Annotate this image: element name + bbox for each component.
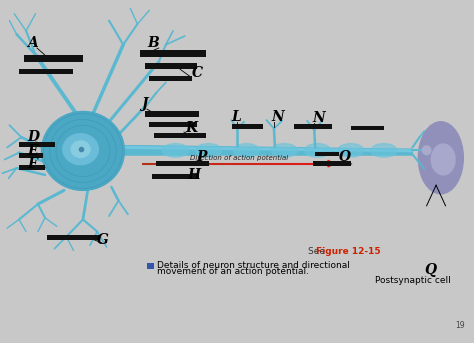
Ellipse shape [71, 141, 90, 157]
Bar [145, 111, 199, 117]
Polygon shape [102, 146, 412, 155]
Text: N: N [313, 111, 326, 125]
Text: P: P [196, 150, 207, 164]
Text: E: E [27, 144, 38, 158]
Bar [140, 50, 206, 57]
Text: Q: Q [424, 263, 437, 277]
Bar [156, 161, 209, 166]
Text: O: O [338, 150, 351, 164]
Bar [19, 165, 45, 170]
Text: G: G [97, 233, 109, 247]
Bar [232, 124, 263, 129]
Text: B: B [147, 36, 159, 50]
Bar [351, 126, 384, 130]
Ellipse shape [419, 122, 464, 194]
Ellipse shape [41, 111, 124, 190]
Ellipse shape [271, 143, 298, 157]
Bar [149, 76, 192, 81]
Text: Details of neuron structure and directional: Details of neuron structure and directio… [157, 261, 350, 270]
Text: 19: 19 [455, 321, 465, 330]
Text: movement of an action potential.: movement of an action potential. [157, 267, 310, 276]
Text: K: K [185, 121, 197, 135]
Text: C: C [192, 66, 203, 80]
Bar [19, 142, 55, 147]
Ellipse shape [422, 146, 431, 154]
Ellipse shape [431, 144, 455, 175]
Text: A: A [27, 36, 38, 50]
Text: J: J [141, 97, 148, 111]
Text: Postsynaptic cell: Postsynaptic cell [375, 276, 451, 285]
Polygon shape [114, 146, 412, 152]
Bar [47, 235, 100, 240]
Bar [19, 69, 73, 74]
Ellipse shape [233, 143, 260, 157]
Bar [149, 122, 197, 127]
Text: L: L [231, 110, 241, 124]
Bar [147, 263, 154, 269]
Bar [313, 161, 351, 166]
Ellipse shape [304, 143, 331, 157]
Ellipse shape [337, 143, 364, 157]
Bar [154, 133, 206, 138]
Text: Figure 12-15: Figure 12-15 [316, 247, 381, 256]
Bar [145, 63, 197, 69]
Bar [24, 55, 83, 62]
Bar [152, 174, 199, 179]
Text: F: F [27, 157, 37, 171]
Text: D: D [27, 130, 39, 144]
Ellipse shape [162, 143, 188, 157]
Ellipse shape [371, 143, 397, 157]
Ellipse shape [195, 143, 221, 157]
Bar [19, 153, 43, 158]
Text: H: H [187, 168, 201, 182]
Text: N: N [271, 110, 284, 124]
Bar [315, 152, 339, 156]
Text: Direction of action potential: Direction of action potential [190, 155, 289, 161]
Bar [294, 124, 332, 129]
Ellipse shape [63, 134, 98, 165]
Text: See: See [308, 247, 328, 256]
